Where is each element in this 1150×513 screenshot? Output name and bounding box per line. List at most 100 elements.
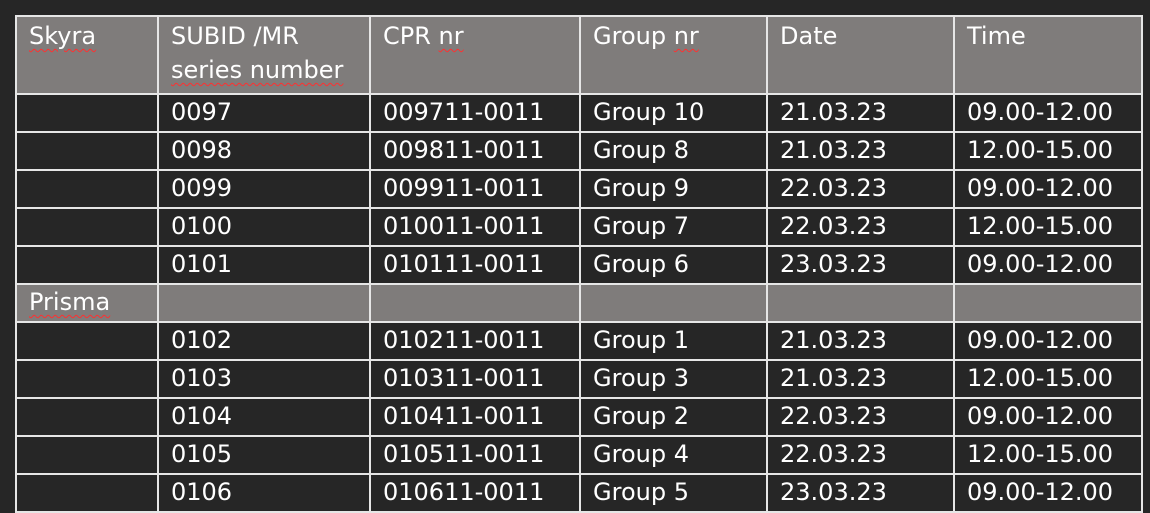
date-cell[interactable]: 21.03.23	[766, 93, 955, 133]
time-cell[interactable]: 09.00-12.00	[953, 397, 1143, 437]
subid-cell[interactable]: 0103	[157, 359, 371, 399]
time-cell[interactable]: 12.00-15.00	[953, 131, 1143, 171]
group-cell[interactable]: Group 9	[579, 169, 768, 209]
header-cell-subid[interactable]: SUBID /MR series number	[157, 15, 371, 95]
scanner-cell[interactable]	[15, 473, 159, 513]
section-label: Prisma	[29, 288, 111, 316]
cpr-value: 009911-0011	[383, 174, 545, 202]
scanner-cell[interactable]	[15, 359, 159, 399]
section-cell-empty[interactable]	[766, 283, 955, 323]
group-cell[interactable]: Group 7	[579, 207, 768, 247]
date-cell[interactable]: 22.03.23	[766, 169, 955, 209]
section-cell-name[interactable]: Prisma	[15, 283, 159, 323]
scanner-cell[interactable]	[15, 131, 159, 171]
header-cell-time[interactable]: Time	[953, 15, 1143, 95]
section-cell-empty[interactable]	[953, 283, 1143, 323]
date-cell[interactable]: 21.03.23	[766, 131, 955, 171]
group-value: Group 8	[593, 136, 689, 164]
subid-cell[interactable]: 0105	[157, 435, 371, 475]
group-cell[interactable]: Group 8	[579, 131, 768, 171]
cpr-value: 009711-0011	[383, 98, 545, 126]
date-cell[interactable]: 23.03.23	[766, 245, 955, 285]
date-value: 23.03.23	[780, 478, 887, 506]
group-value: Group 10	[593, 98, 705, 126]
date-value: 21.03.23	[780, 98, 887, 126]
time-cell[interactable]: 09.00-12.00	[953, 245, 1143, 285]
time-value: 12.00-15.00	[967, 212, 1114, 240]
group-cell[interactable]: Group 1	[579, 321, 768, 361]
date-value: 21.03.23	[780, 136, 887, 164]
section-cell-empty[interactable]	[579, 283, 768, 323]
section-cell-empty[interactable]	[369, 283, 581, 323]
group-cell[interactable]: Group 5	[579, 473, 768, 513]
time-cell[interactable]: 12.00-15.00	[953, 207, 1143, 247]
subid-value: 0101	[171, 250, 233, 278]
header-cell-date[interactable]: Date	[766, 15, 955, 95]
date-cell[interactable]: 23.03.23	[766, 473, 955, 513]
cpr-cell[interactable]: 010211-0011	[369, 321, 581, 361]
time-cell[interactable]: 12.00-15.00	[953, 359, 1143, 399]
subid-value: 0099	[171, 174, 233, 202]
subid-cell[interactable]: 0097	[157, 93, 371, 133]
section-row: Prisma	[15, 283, 1143, 323]
group-cell[interactable]: Group 3	[579, 359, 768, 399]
date-cell[interactable]: 22.03.23	[766, 435, 955, 475]
cpr-value: 010311-0011	[383, 364, 545, 392]
cpr-cell[interactable]: 009711-0011	[369, 93, 581, 133]
subid-cell[interactable]: 0101	[157, 245, 371, 285]
table-row: 0102 010211-0011 Group 1 21.03.23 09.00-12.0…	[15, 321, 1143, 361]
cpr-value: 010411-0011	[383, 402, 545, 430]
subid-cell[interactable]: 0102	[157, 321, 371, 361]
date-cell[interactable]: 22.03.23	[766, 207, 955, 247]
subid-value: 0106	[171, 478, 233, 506]
scanner-cell[interactable]	[15, 169, 159, 209]
header-time: Time	[967, 22, 1026, 50]
time-cell[interactable]: 09.00-12.00	[953, 473, 1143, 513]
group-cell[interactable]: Group 10	[579, 93, 768, 133]
section-cell-empty[interactable]	[157, 283, 371, 323]
cpr-cell[interactable]: 010411-0011	[369, 397, 581, 437]
header-cell-group[interactable]: Group nr	[579, 15, 768, 95]
subid-value: 0097	[171, 98, 233, 126]
time-cell[interactable]: 09.00-12.00	[953, 169, 1143, 209]
subid-cell[interactable]: 0106	[157, 473, 371, 513]
group-value: Group 9	[593, 174, 689, 202]
cpr-value: 010211-0011	[383, 326, 545, 354]
cpr-cell[interactable]: 009811-0011	[369, 131, 581, 171]
scanner-cell[interactable]	[15, 397, 159, 437]
subid-cell[interactable]: 0098	[157, 131, 371, 171]
cpr-cell[interactable]: 009911-0011	[369, 169, 581, 209]
subid-cell[interactable]: 0104	[157, 397, 371, 437]
group-cell[interactable]: Group 2	[579, 397, 768, 437]
header-cell-scanner[interactable]: Skyra	[15, 15, 159, 95]
time-value: 12.00-15.00	[967, 440, 1114, 468]
cpr-cell[interactable]: 010511-0011	[369, 435, 581, 475]
header-cell-cpr[interactable]: CPR nr	[369, 15, 581, 95]
time-cell[interactable]: 09.00-12.00	[953, 93, 1143, 133]
cpr-cell[interactable]: 010311-0011	[369, 359, 581, 399]
cpr-value: 010511-0011	[383, 440, 545, 468]
time-value: 09.00-12.00	[967, 402, 1114, 430]
date-cell[interactable]: 21.03.23	[766, 321, 955, 361]
group-cell[interactable]: Group 6	[579, 245, 768, 285]
cpr-cell[interactable]: 010111-0011	[369, 245, 581, 285]
date-cell[interactable]: 22.03.23	[766, 397, 955, 437]
scanner-cell[interactable]	[15, 321, 159, 361]
scanner-cell[interactable]	[15, 207, 159, 247]
time-cell[interactable]: 12.00-15.00	[953, 435, 1143, 475]
subid-cell[interactable]: 0099	[157, 169, 371, 209]
subid-value: 0103	[171, 364, 233, 392]
subid-value: 0102	[171, 326, 233, 354]
table-row: 0098 009811-0011 Group 8 21.03.23 12.00-15.0…	[15, 131, 1143, 171]
cpr-cell[interactable]: 010611-0011	[369, 473, 581, 513]
date-cell[interactable]: 21.03.23	[766, 359, 955, 399]
header-skyra: Skyra	[29, 22, 97, 50]
cpr-cell[interactable]: 010011-0011	[369, 207, 581, 247]
table-row: 0101 010111-0011 Group 6 23.03.23 09.00-12.0…	[15, 245, 1143, 285]
scanner-cell[interactable]	[15, 435, 159, 475]
group-cell[interactable]: Group 4	[579, 435, 768, 475]
scanner-cell[interactable]	[15, 93, 159, 133]
subid-cell[interactable]: 0100	[157, 207, 371, 247]
scanner-cell[interactable]	[15, 245, 159, 285]
time-cell[interactable]: 09.00-12.00	[953, 321, 1143, 361]
